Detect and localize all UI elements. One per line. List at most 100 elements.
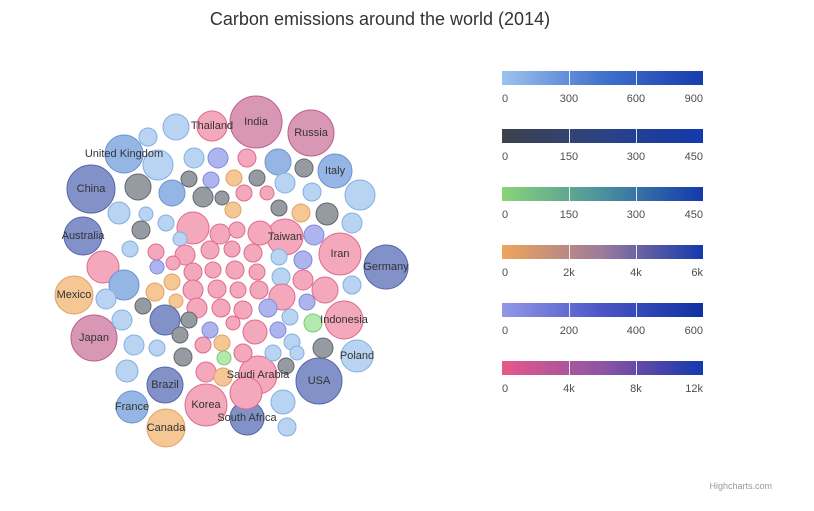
bubble[interactable] (149, 304, 181, 336)
bubble-china[interactable] (66, 164, 116, 214)
bubble[interactable] (182, 279, 204, 301)
bubble-thailand[interactable] (196, 110, 228, 142)
bubble[interactable] (281, 308, 299, 326)
credits-link[interactable]: Highcharts.com (709, 481, 772, 491)
bubble[interactable] (247, 220, 273, 246)
bubble[interactable] (243, 243, 263, 263)
bubble[interactable] (174, 244, 196, 266)
bubble[interactable] (291, 203, 311, 223)
bubble[interactable] (214, 190, 230, 206)
bubble[interactable] (270, 389, 296, 415)
bubble-poland[interactable] (340, 339, 374, 373)
bubble[interactable] (121, 240, 139, 258)
bubble[interactable] (249, 280, 269, 300)
bubble[interactable] (124, 173, 152, 201)
bubble[interactable] (242, 319, 268, 345)
bubble[interactable] (223, 240, 241, 258)
bubble[interactable] (264, 148, 292, 176)
bubble[interactable] (201, 321, 219, 339)
bubble[interactable] (108, 269, 140, 301)
bubble[interactable] (269, 321, 287, 339)
bubble[interactable] (168, 293, 184, 309)
bubble[interactable] (315, 202, 339, 226)
bubble[interactable] (207, 147, 229, 169)
bubble-canada[interactable] (146, 408, 186, 448)
bubble-iran[interactable] (318, 232, 362, 276)
bubble[interactable] (213, 334, 231, 352)
bubble-russia[interactable] (287, 109, 335, 157)
bubble[interactable] (289, 345, 305, 361)
bubble[interactable] (145, 282, 165, 302)
bubble[interactable] (229, 376, 263, 410)
bubble[interactable] (216, 350, 232, 366)
bubble[interactable] (180, 311, 198, 329)
bubble[interactable] (270, 199, 288, 217)
bubble[interactable] (292, 269, 314, 291)
bubble[interactable] (165, 255, 181, 271)
bubble[interactable] (115, 359, 139, 383)
bubble[interactable] (271, 267, 291, 287)
bubble[interactable] (229, 281, 247, 299)
bubble[interactable] (302, 182, 322, 202)
bubble[interactable] (311, 276, 339, 304)
bubble[interactable] (192, 186, 214, 208)
bubble[interactable] (303, 224, 325, 246)
bubble[interactable] (200, 240, 220, 260)
bubble[interactable] (173, 347, 193, 367)
bubble[interactable] (264, 344, 282, 362)
bubble-usa[interactable] (295, 357, 343, 405)
bubble[interactable] (248, 263, 266, 281)
bubble-mexico[interactable] (54, 275, 94, 315)
bubble[interactable] (225, 169, 243, 187)
bubble-japan[interactable] (70, 314, 118, 362)
bubble[interactable] (163, 273, 181, 291)
bubble[interactable] (180, 170, 198, 188)
bubble[interactable] (95, 288, 117, 310)
bubble[interactable] (134, 297, 152, 315)
bubble[interactable] (259, 185, 275, 201)
bubble[interactable] (277, 417, 297, 437)
bubble[interactable] (298, 293, 316, 311)
bubble[interactable] (235, 184, 253, 202)
bubble[interactable] (211, 298, 231, 318)
bubble-italy[interactable] (317, 153, 353, 189)
bubble[interactable] (149, 259, 165, 275)
bubble[interactable] (270, 248, 288, 266)
bubble-france[interactable] (115, 390, 149, 424)
bubble-indonesia[interactable] (324, 300, 364, 340)
bubble[interactable] (183, 262, 203, 282)
bubble[interactable] (207, 279, 227, 299)
bubble[interactable] (195, 361, 217, 383)
bubble[interactable] (148, 339, 166, 357)
bubble-korea[interactable] (184, 383, 228, 427)
bubble[interactable] (142, 149, 174, 181)
bubble[interactable] (171, 326, 189, 344)
bubble[interactable] (237, 148, 257, 168)
bubble[interactable] (293, 250, 313, 270)
bubble[interactable] (248, 169, 266, 187)
bubble[interactable] (341, 212, 363, 234)
bubble[interactable] (344, 179, 376, 211)
bubble[interactable] (111, 309, 133, 331)
bubble[interactable] (147, 243, 165, 261)
bubble[interactable] (225, 315, 241, 331)
bubble[interactable] (158, 179, 186, 207)
bubble-brazil[interactable] (146, 366, 184, 404)
bubble[interactable] (258, 298, 278, 318)
bubble[interactable] (342, 275, 362, 295)
bubble-india[interactable] (229, 95, 283, 149)
bubble[interactable] (138, 206, 154, 222)
bubble-germany[interactable] (363, 244, 409, 290)
bubble[interactable] (204, 261, 222, 279)
bubble[interactable] (303, 313, 323, 333)
bubble-taiwan[interactable] (266, 218, 304, 256)
bubble[interactable] (138, 127, 158, 147)
bubble[interactable] (157, 214, 175, 232)
bubble[interactable] (233, 300, 253, 320)
bubble[interactable] (277, 357, 295, 375)
bubble[interactable] (86, 250, 120, 284)
bubble[interactable] (183, 147, 205, 169)
bubble[interactable] (224, 201, 242, 219)
bubble[interactable] (194, 336, 212, 354)
bubble[interactable] (274, 172, 296, 194)
